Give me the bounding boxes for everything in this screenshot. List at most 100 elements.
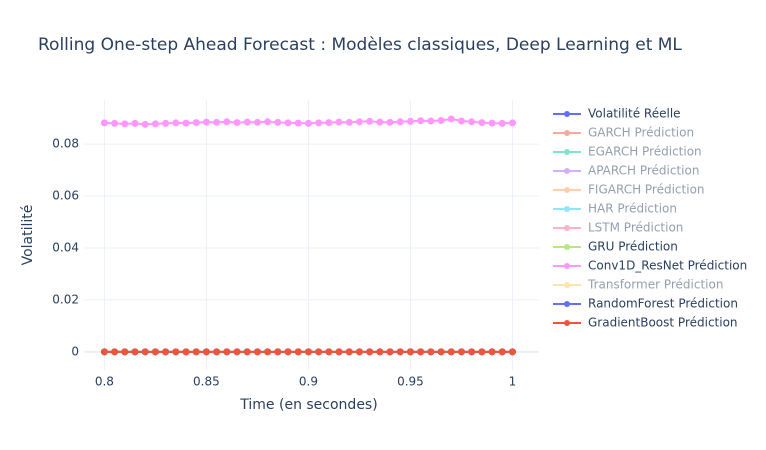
data-point: [447, 115, 455, 123]
data-point: [498, 348, 506, 356]
data-point: [437, 117, 445, 125]
legend-marker: [564, 244, 570, 250]
legend-item: GRU Prédiction: [553, 240, 678, 254]
legend-item: GradientBoost Prédiction: [553, 316, 738, 330]
data-point: [386, 348, 394, 356]
data-point: [447, 348, 455, 356]
y-tick-label: 0.02: [52, 292, 79, 306]
legend-item: RandomForest Prédiction: [553, 297, 738, 311]
data-point: [182, 348, 190, 356]
data-point: [100, 119, 108, 127]
data-point: [366, 348, 374, 356]
x-tick-label: 1: [509, 375, 517, 389]
data-point: [427, 117, 435, 125]
data-point: [366, 117, 374, 125]
legend-item: HAR Prédiction: [553, 202, 677, 216]
data-point: [192, 119, 200, 127]
data-point: [284, 119, 292, 127]
data-point: [213, 118, 221, 126]
y-tick-label: 0: [71, 344, 79, 358]
data-point: [141, 348, 149, 356]
data-point: [355, 118, 363, 126]
legend-item: Conv1D_ResNet Prédiction: [553, 259, 747, 273]
legend-marker: [564, 111, 570, 117]
legend-marker: [564, 263, 570, 269]
y-tick-label: 0.04: [52, 240, 79, 254]
legend-item: FIGARCH Prédiction: [553, 183, 705, 197]
data-point: [488, 348, 496, 356]
y-tick-label: 0.06: [52, 189, 79, 203]
data-point: [498, 119, 506, 127]
data-point: [264, 348, 272, 356]
data-point: [264, 118, 272, 126]
legend-label: Transformer Prédiction: [587, 278, 723, 292]
data-point: [437, 348, 445, 356]
data-point: [345, 348, 353, 356]
data-point: [376, 118, 384, 126]
data-point: [468, 118, 476, 126]
data-point: [100, 348, 108, 356]
data-point: [468, 348, 476, 356]
data-point: [213, 348, 221, 356]
legend-marker: [564, 225, 570, 231]
chart-title: Rolling One-step Ahead Forecast : Modèle…: [38, 35, 682, 55]
legend-marker: [564, 206, 570, 212]
data-point: [253, 348, 261, 356]
data-point: [162, 348, 170, 356]
legend-item: GARCH Prédiction: [553, 126, 694, 140]
data-point: [253, 118, 261, 126]
data-point: [335, 348, 343, 356]
legend-marker: [564, 282, 570, 288]
y-tick-label: 0.08: [52, 137, 79, 151]
legend-item: APARCH Prédiction: [553, 164, 699, 178]
legend-label: Volatilité Réelle: [588, 107, 681, 121]
x-tick-label: 0.8: [95, 375, 114, 389]
data-point: [304, 119, 312, 127]
data-point: [274, 348, 282, 356]
legend-marker: [564, 320, 570, 326]
x-tick-label: 0.95: [397, 375, 424, 389]
data-point: [111, 348, 119, 356]
legend-label: GRU Prédiction: [588, 240, 678, 254]
data-point: [243, 118, 251, 126]
y-axis-title: Volatilité: [20, 205, 36, 266]
data-point: [325, 119, 333, 127]
legend-label: GARCH Prédiction: [588, 126, 694, 140]
legend-item: Volatilité Réelle: [553, 107, 681, 121]
data-point: [396, 348, 404, 356]
data-point: [315, 348, 323, 356]
x-tick-label: 0.9: [299, 375, 318, 389]
data-point: [243, 348, 251, 356]
data-point: [406, 117, 414, 125]
data-point: [182, 119, 190, 127]
data-point: [508, 119, 516, 127]
legend-marker: [564, 301, 570, 307]
data-point: [508, 348, 516, 356]
data-point: [355, 348, 363, 356]
data-point: [202, 118, 210, 126]
data-point: [151, 120, 159, 128]
data-point: [406, 348, 414, 356]
data-point: [427, 348, 435, 356]
data-point: [478, 119, 486, 127]
data-point: [315, 119, 323, 127]
data-point: [162, 119, 170, 127]
data-point: [457, 348, 465, 356]
data-point: [294, 348, 302, 356]
legend-label: RandomForest Prédiction: [588, 297, 738, 311]
legend-label: FIGARCH Prédiction: [588, 183, 705, 197]
legend-marker: [564, 187, 570, 193]
data-point: [223, 348, 231, 356]
x-tick-label: 0.85: [193, 375, 220, 389]
x-axis-title: Time (en secondes): [239, 397, 377, 413]
data-point: [294, 119, 302, 127]
legend-label: APARCH Prédiction: [588, 164, 699, 178]
data-point: [386, 118, 394, 126]
data-point: [325, 348, 333, 356]
legend-marker: [564, 168, 570, 174]
data-point: [233, 119, 241, 127]
data-point: [192, 348, 200, 356]
legend-marker: [564, 149, 570, 155]
data-point: [111, 119, 119, 127]
data-point: [131, 119, 139, 127]
